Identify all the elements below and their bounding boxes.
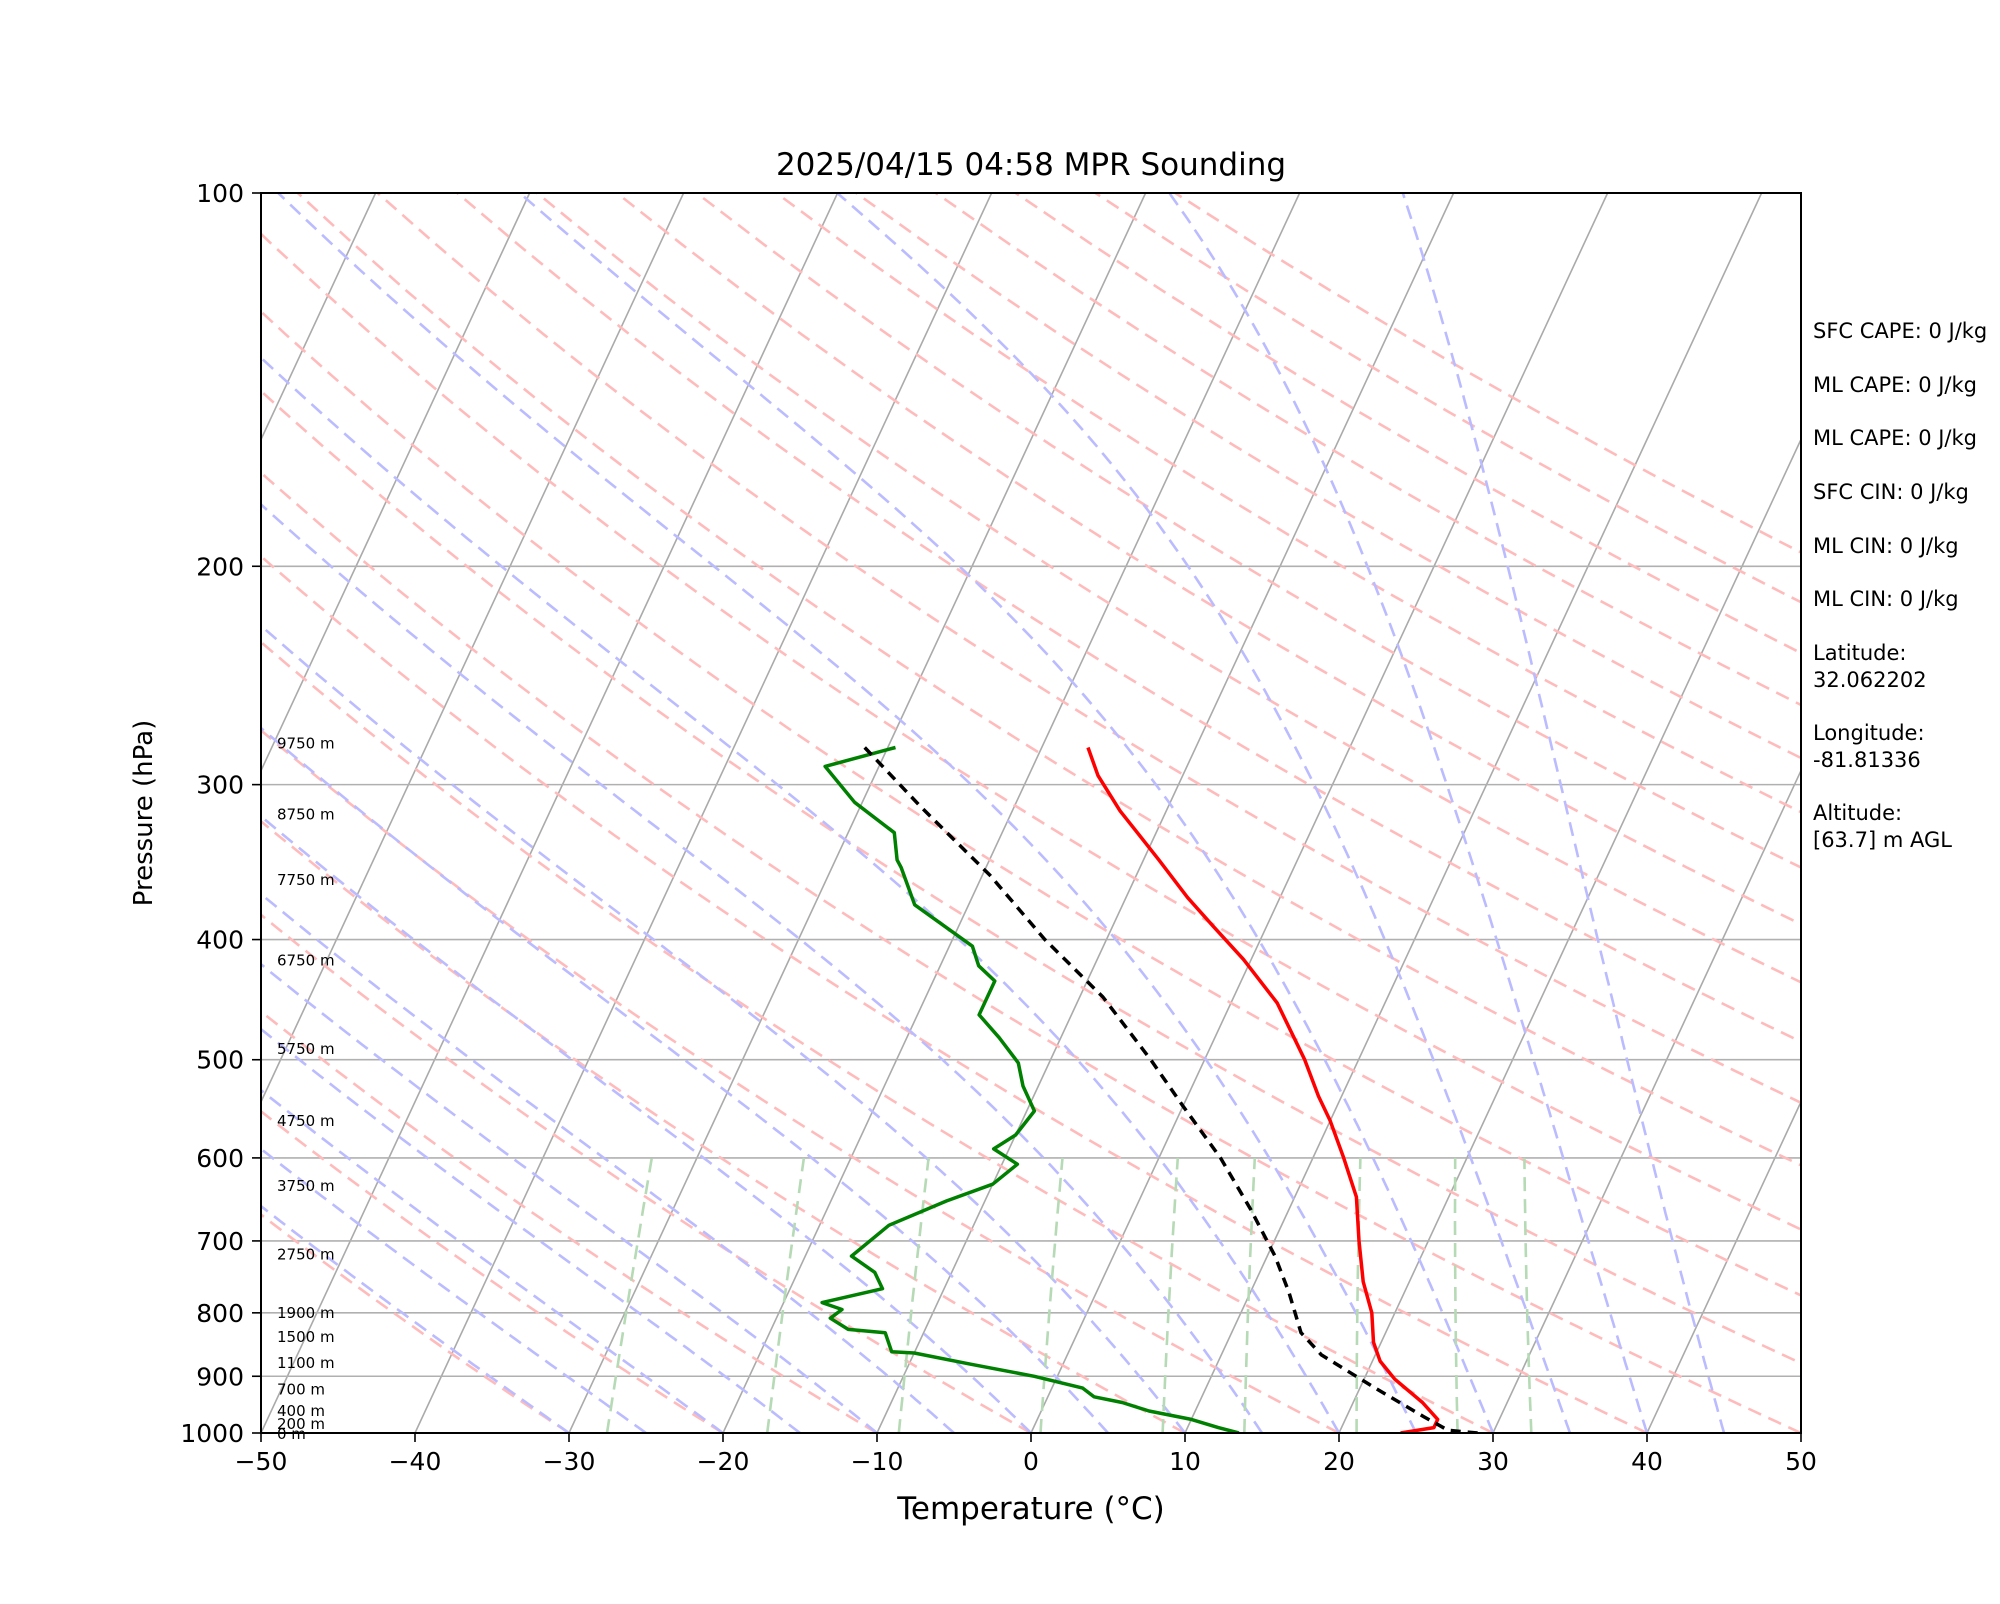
plot-frame [261,193,1801,1433]
sounding-info: SFC CAPE: 0 J/kg ML CAPE: 0 J/kg ML CAPE: … [1813,319,1987,852]
moist-adiabat-line [837,193,1570,1433]
x-tick-label: −40 [389,1447,442,1476]
dry-adiabat-line [298,193,2000,1433]
x-tick-label: 10 [1169,1447,1201,1476]
height-label: 7750 m [277,871,335,889]
moist-adiabat-line [0,193,1185,1433]
isotherm-line [0,193,222,1433]
dry-adiabat-line [59,193,1956,1433]
isotherm-line [0,193,68,1433]
dry-adiabat-line [697,193,2000,1433]
moist-adiabat-line [0,193,1108,1433]
isotherm-line [0,193,530,1433]
height-label: 3750 m [277,1177,335,1195]
mixing-ratio-line [1524,1158,1531,1433]
info-line: -81.81336 [1813,748,1921,772]
y-tick-label: 700 [196,1227,244,1256]
mixing-ratio-line [1163,1158,1178,1433]
info-line: Altitude: [1813,801,1902,825]
info-line: 32.062202 [1813,668,1927,692]
isotherm-line [415,193,992,1433]
x-tick-label: −10 [851,1447,904,1476]
isotherm-line [107,193,684,1433]
isotherm-line [723,193,1300,1433]
y-tick-label: 1000 [180,1419,244,1448]
info-line: SFC CIN: 0 J/kg [1813,480,1969,504]
y-tick-label: 300 [196,771,244,800]
dry-adiabat-line [378,193,2000,1433]
moist-adiabat-line [520,193,1493,1433]
height-label: 9750 m [277,735,335,753]
moist-adiabat-line [0,193,800,1433]
info-line: Longitude: [1813,721,1925,745]
isotherm-line [569,193,1146,1433]
x-tick-label: 30 [1477,1447,1509,1476]
y-tick-label: 500 [196,1046,244,1075]
mixing-ratio-line [1455,1158,1458,1433]
y-axis-label: Pressure (hPa) [129,720,159,907]
height-label: 1900 m [277,1304,335,1322]
y-tick-label: 100 [196,179,244,208]
info-line: Latitude: [1813,641,1907,665]
info-line: [63.7] m AGL [1813,828,1952,852]
height-label: 5750 m [277,1040,335,1058]
info-line: ML CIN: 0 J/kg [1813,534,1959,558]
isotherm-line [877,193,1454,1433]
moist-adiabat-line [278,193,1416,1433]
sounding-traces [822,748,1478,1434]
x-axis-label: Temperature (°C) [896,1491,1165,1527]
x-tick-label: −20 [697,1447,750,1476]
height-label: 8750 m [277,805,335,823]
height-label: 4750 m [277,1112,335,1130]
x-tick-label: 40 [1631,1447,1663,1476]
height-label: 700 m [277,1380,325,1398]
info-line: ML CIN: 0 J/kg [1813,587,1959,611]
dry-adiabat-line [138,193,2000,1433]
x-tick-label: 50 [1785,1447,1817,1476]
height-label: 2750 m [277,1246,335,1264]
info-line: SFC CAPE: 0 J/kg [1813,319,1987,343]
mixing-ratio-line [899,1158,929,1433]
dry-adiabat-line [457,193,2000,1433]
moist-adiabat-line [1169,193,1647,1433]
x-tick-label: 0 [1023,1447,1039,1476]
dry-adiabat-line [0,193,1647,1433]
info-line: ML CAPE: 0 J/kg [1813,373,1977,397]
dry-adiabat-line [0,193,1801,1433]
x-tick-label: −30 [543,1447,596,1476]
height-label: 0 m [277,1425,306,1443]
mixing-ratio-line [1244,1158,1255,1433]
parcel-trace [865,748,1478,1434]
moist-adiabat-line [0,193,1262,1433]
y-tick-label: 400 [196,926,244,955]
height-label: 1500 m [277,1328,335,1346]
dry-adiabat-line [617,193,2000,1433]
x-tick-label: 20 [1323,1447,1355,1476]
y-tick-label: 600 [196,1144,244,1173]
height-label: 6750 m [277,952,335,970]
dry-adiabat-line [0,193,1185,1433]
chart-title: 2025/04/15 04:58 MPR Sounding [776,147,1286,183]
y-tick-label: 800 [196,1299,244,1328]
dewpoint-trace [822,748,1239,1434]
y-tick-label: 200 [196,552,244,581]
x-tick-label: −50 [235,1447,288,1476]
info-line: ML CAPE: 0 J/kg [1813,426,1977,450]
y-tick-label: 900 [196,1362,244,1391]
height-label: 1100 m [277,1354,335,1372]
